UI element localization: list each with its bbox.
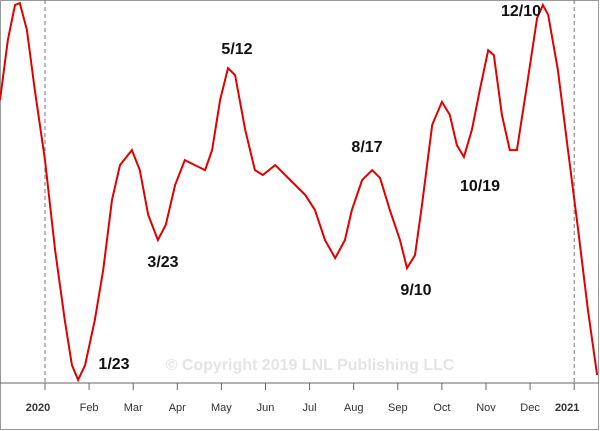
annotation: 9/10 xyxy=(400,282,431,299)
annotation: 10/19 xyxy=(460,178,500,195)
x-tick-label: Jul xyxy=(303,402,317,414)
x-tick-label: Nov xyxy=(476,402,496,414)
watermark: © Copyright 2019 LNL Publishing LLC xyxy=(166,357,455,374)
x-tick-label: Apr xyxy=(169,402,186,414)
line xyxy=(0,1,599,383)
x-tick-label: Oct xyxy=(433,402,450,414)
annotation: 5/12 xyxy=(221,41,252,58)
x-tick-label: Dec xyxy=(520,402,540,414)
annotation: 12/10 xyxy=(501,3,541,20)
x-tick-label: Jun xyxy=(257,402,275,414)
x-tick-label: Mar xyxy=(124,402,143,414)
x-tick-label: May xyxy=(211,402,232,414)
x-tick-label: Aug xyxy=(344,402,364,414)
annotation: 8/17 xyxy=(351,139,382,156)
annotation: 3/23 xyxy=(147,254,178,271)
x-tick-label: Sep xyxy=(388,402,408,414)
annotation: 1/23 xyxy=(98,356,129,373)
x-tick-label: 2021 xyxy=(555,402,579,414)
x-tick-label: 2020 xyxy=(26,402,50,414)
x-tick-label: Feb xyxy=(80,402,99,414)
